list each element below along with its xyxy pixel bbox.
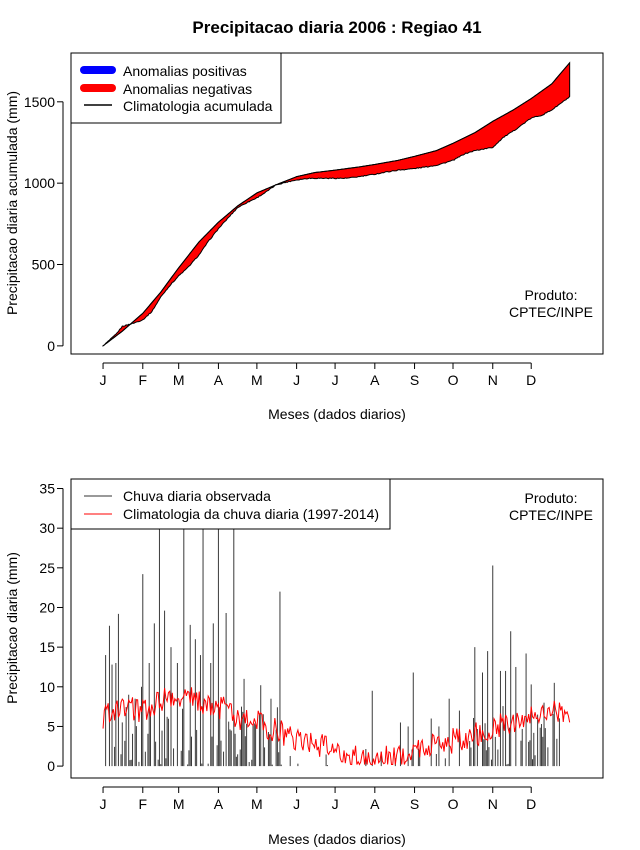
x-axis-label-accumulated: Meses (dados diarios) xyxy=(268,406,406,422)
daily-chart: 0 5 10 15 20 25 30 35 J F M A M J J A S O N D Precipitacao… xyxy=(4,478,604,847)
legend-label-observed: Chuva diaria observada xyxy=(123,488,271,504)
x-tick-label-acc-10: N xyxy=(488,372,498,388)
x-tick-label-daily-8: S xyxy=(410,796,419,812)
x-tick-label-daily-0: J xyxy=(100,796,107,812)
product-label-daily-line1: Produto: xyxy=(525,490,578,506)
x-tick-label-acc-3: A xyxy=(214,372,224,388)
legend-label-climatology-daily: Climatologia da chuva diaria (1997-2014) xyxy=(123,506,379,522)
x-tick-label-acc-1: F xyxy=(139,372,148,388)
accumulated-chart: 0 500 1000 1500 J F M A M J J A S O N D Precipitacao d… xyxy=(4,52,604,422)
product-label-line2: CPTEC/INPE xyxy=(509,304,593,320)
x-tick-label-acc-2: M xyxy=(173,372,185,388)
x-tick-label-acc-0: J xyxy=(100,372,107,388)
legend-daily: Chuva diaria observada Climatologia da c… xyxy=(70,478,391,530)
x-tick-label-acc-9: O xyxy=(448,372,459,388)
y-axis-label-accumulated: Precipitacao diaria acumulada (mm) xyxy=(4,91,20,315)
product-label-daily-line2: CPTEC/INPE xyxy=(509,507,593,523)
plot-frame-accumulated xyxy=(70,52,604,355)
y-tick-label-daily-3: 15 xyxy=(39,639,55,655)
x-tick-label-daily-11: D xyxy=(526,796,536,812)
y-tick-label-daily-1: 5 xyxy=(47,718,55,734)
legend-label-climatology: Climatologia acumulada xyxy=(123,98,273,114)
x-tick-label-daily-9: O xyxy=(448,796,459,812)
y-axis-daily: 0 5 10 15 20 25 30 35 xyxy=(39,481,64,774)
climatology-daily-line xyxy=(102,687,571,766)
x-tick-label-acc-6: J xyxy=(332,372,339,388)
y-tick-label-daily-7: 35 xyxy=(39,481,55,497)
x-tick-label-acc-11: D xyxy=(526,372,536,388)
x-tick-label-daily-2: M xyxy=(173,796,185,812)
x-tick-label-daily-7: A xyxy=(370,796,380,812)
observed-rain-bars xyxy=(105,528,560,767)
y-tick-label-daily-4: 20 xyxy=(39,599,55,615)
chart-title: Precipitacao diaria 2006 : Regiao 41 xyxy=(192,18,481,37)
legend-label-negative: Anomalias negativas xyxy=(123,81,252,97)
x-tick-label-daily-3: A xyxy=(214,796,224,812)
y-tick-label-acc-0: 0 xyxy=(47,338,55,354)
y-tick-label-acc-1: 500 xyxy=(32,257,56,273)
x-tick-label-acc-5: J xyxy=(293,372,300,388)
x-tick-label-daily-5: J xyxy=(293,796,300,812)
x-tick-label-acc-7: A xyxy=(370,372,380,388)
legend-box-daily xyxy=(70,478,391,530)
y-tick-label-daily-6: 30 xyxy=(39,520,55,536)
product-label-line1: Produto: xyxy=(525,287,578,303)
x-tick-label-acc-4: M xyxy=(251,372,263,388)
y-axis-label-daily: Precipitacao diaria (mm) xyxy=(4,552,20,704)
y-tick-label-daily-2: 10 xyxy=(39,679,55,695)
y-tick-label-daily-5: 25 xyxy=(39,560,55,576)
x-tick-label-acc-8: S xyxy=(410,372,419,388)
x-tick-label-daily-1: F xyxy=(139,796,148,812)
climatology-accumulated-line xyxy=(102,62,571,347)
x-tick-label-daily-6: J xyxy=(332,796,339,812)
y-tick-label-acc-2: 1000 xyxy=(24,175,55,191)
x-tick-label-daily-10: N xyxy=(488,796,498,812)
y-axis-accumulated: 0 500 1000 1500 xyxy=(24,94,64,354)
legend-accumulated: Anomalias positivas Anomalias negativas … xyxy=(70,52,282,124)
y-tick-label-daily-0: 0 xyxy=(47,758,55,774)
legend-label-positive: Anomalias positivas xyxy=(123,63,247,79)
x-tick-label-daily-4: M xyxy=(251,796,263,812)
x-axis-label-daily: Meses (dados diarios) xyxy=(268,831,406,847)
y-tick-label-acc-3: 1500 xyxy=(24,94,55,110)
